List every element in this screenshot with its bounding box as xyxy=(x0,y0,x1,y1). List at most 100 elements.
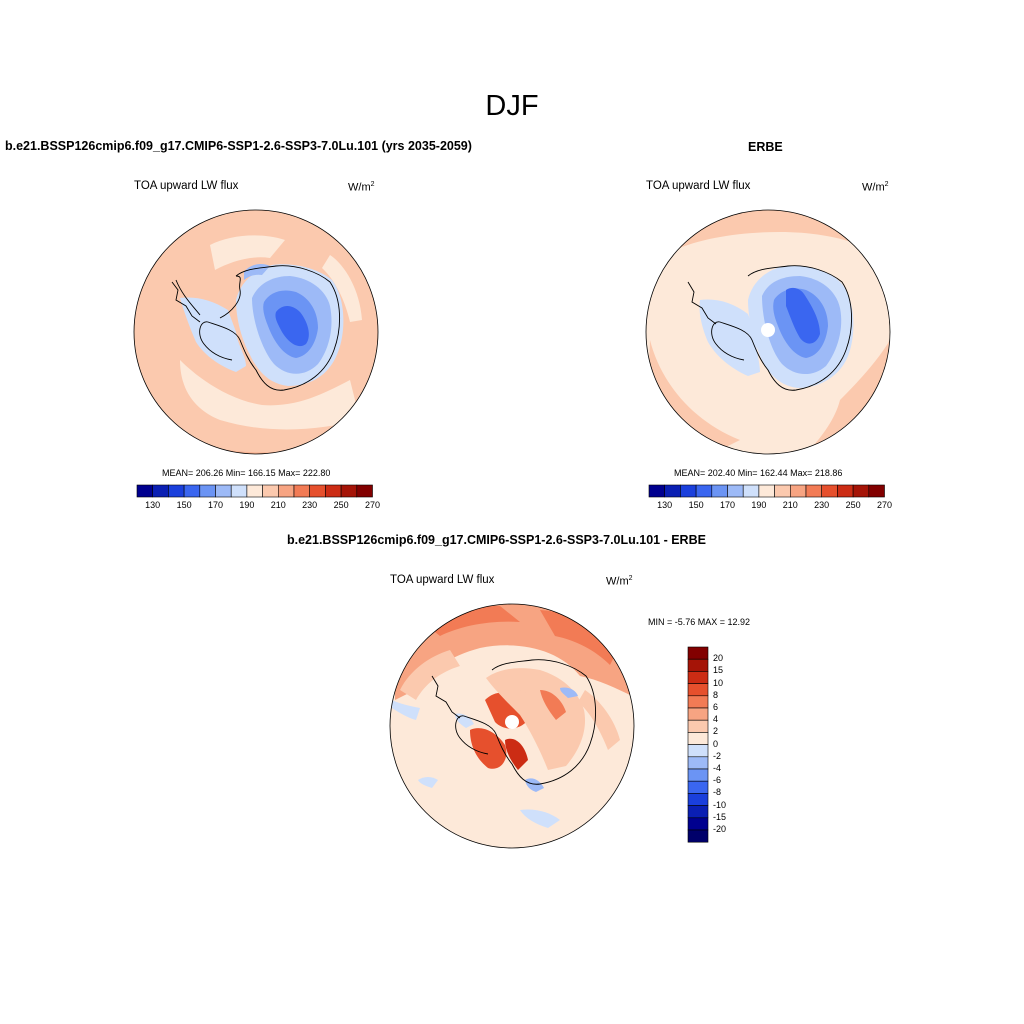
diff-colorbar-box xyxy=(687,805,709,819)
diff-colorbar-tick-label: -8 xyxy=(713,787,722,798)
obs-colorbar-box xyxy=(727,484,744,498)
diff-colorbar-tick-label: -6 xyxy=(713,775,722,786)
model-colorbar-tick-label: 130 xyxy=(145,500,161,510)
diff-colorbar-box xyxy=(687,732,709,745)
diff-colorbar-box xyxy=(687,719,709,733)
obs-colorbar-box xyxy=(789,484,807,498)
diff-colorbar xyxy=(687,646,709,843)
diff-colorbar-tick-label: -4 xyxy=(713,763,722,773)
obs-map-border xyxy=(645,209,891,455)
diff-colorbar-tick-label: -10 xyxy=(713,799,727,810)
obs-colorbar-box xyxy=(821,484,838,498)
model-colorbar-tick-label: 190 xyxy=(239,500,255,510)
obs-colorbar-box xyxy=(711,484,728,498)
model-colorbar xyxy=(136,484,373,498)
model-colorbar-box xyxy=(262,484,279,498)
obs-colorbar-tick-label: 170 xyxy=(719,500,736,510)
obs-case-title: ERBE xyxy=(748,140,783,154)
model-stats: MEAN= 206.26 Min= 166.15 Max= 222.80 xyxy=(162,468,331,478)
obs-colorbar-tick-label: 230 xyxy=(814,500,830,510)
model-colorbar-tick-label: 230 xyxy=(302,500,318,510)
obs-colorbar-box xyxy=(648,484,665,498)
obs-colorbar-tick-label: 210 xyxy=(782,500,798,510)
model-colorbar-box xyxy=(215,484,232,498)
model-colorbar-tick-label: 250 xyxy=(333,500,349,510)
model-polar-map xyxy=(134,210,378,454)
model-colorbar-box xyxy=(136,484,153,498)
model-colorbar-box xyxy=(356,484,373,498)
diff-colorbar-tick-label: 4 xyxy=(713,714,719,725)
diff-colorbar-box xyxy=(687,671,709,684)
diff-colorbar-tick-label: 10 xyxy=(713,677,724,688)
diff-colorbar-tick-label: 0 xyxy=(713,738,719,749)
diff-variable-label: TOA upward LW flux xyxy=(390,574,495,586)
model-colorbar-box xyxy=(230,484,248,498)
diff-colorbar-tick-label: 2 xyxy=(713,726,719,737)
model-colorbar-box xyxy=(168,484,185,498)
obs-colorbar-box xyxy=(774,484,791,498)
diff-colorbar-box xyxy=(687,817,709,831)
model-case-title: b.e21.BSSP126cmip6.f09_g17.CMIP6-SSP1-2.… xyxy=(5,139,472,153)
obs-colorbar-box xyxy=(742,484,760,498)
diff-colorbar-box xyxy=(687,695,709,709)
obs-colorbar-box xyxy=(805,484,822,498)
diff-colorbar-box xyxy=(687,780,709,794)
diff-colorbar-box xyxy=(687,683,709,697)
obs-colorbar-box xyxy=(664,484,681,498)
obs-colorbar-box xyxy=(852,484,870,498)
diff-colorbar-tick-label: 20 xyxy=(713,653,724,664)
model-colorbar-tick-label: 150 xyxy=(176,500,192,510)
diff-colorbar-box xyxy=(687,768,709,782)
obs-colorbar-box xyxy=(837,484,854,498)
obs-units-label: W/m2 xyxy=(862,181,889,194)
model-colorbar-box xyxy=(152,484,169,498)
model-colorbar-box xyxy=(293,484,310,498)
obs-colorbar xyxy=(648,484,885,498)
obs-colorbar-box xyxy=(868,484,885,498)
diff-colorbar-box xyxy=(687,744,709,758)
model-colorbar-box xyxy=(325,484,342,498)
diff-colorbar-box xyxy=(687,646,709,660)
model-colorbar-box xyxy=(309,484,326,498)
obs-colorbar-tick-label: 130 xyxy=(657,500,673,510)
model-colorbar-tick-label: 210 xyxy=(270,500,286,510)
obs-colorbar-box xyxy=(695,484,713,498)
obs-colorbar-tick-label: 250 xyxy=(845,500,861,510)
diff-colorbar-box xyxy=(687,756,709,770)
model-variable-label: TOA upward LW flux xyxy=(134,180,239,192)
diff-colorbar-box xyxy=(687,707,709,721)
model-colorbar-tick-label: 170 xyxy=(207,500,224,510)
diff-colorbar-box xyxy=(687,829,709,843)
diff-colorbar-tick-label: 6 xyxy=(713,702,719,712)
obs-colorbar-tick-label: 270 xyxy=(876,500,893,510)
obs-colorbar-tick-label: 150 xyxy=(688,500,704,510)
model-colorbar-box xyxy=(199,484,216,498)
diff-colorbar-tick-label: 8 xyxy=(713,689,719,700)
diff-colorbar-tick-label: -20 xyxy=(713,824,727,834)
model-colorbar-box xyxy=(340,484,358,498)
obs-colorbar-box xyxy=(680,484,697,498)
diff-colorbar-tick-label: 15 xyxy=(713,665,724,676)
model-units-label: W/m2 xyxy=(348,181,375,194)
diff-colorbar-box xyxy=(687,658,709,672)
diff-polar-map xyxy=(390,604,634,848)
diff-colorbar-tick-label: -15 xyxy=(713,811,727,822)
diff-colorbar-tick-label: -2 xyxy=(713,750,722,761)
obs-variable-label: TOA upward LW flux xyxy=(646,180,751,192)
model-colorbar-box xyxy=(277,484,295,498)
obs-stats: MEAN= 202.40 Min= 162.44 Max= 218.86 xyxy=(674,468,843,478)
model-colorbar-box xyxy=(183,484,201,498)
diff-minmax: MIN = -5.76 MAX = 12.92 xyxy=(648,617,751,627)
diff-map-border xyxy=(389,603,635,849)
obs-colorbar-box xyxy=(758,484,775,498)
page-title: DJF xyxy=(485,90,539,122)
diff-case-title: b.e21.BSSP126cmip6.f09_g17.CMIP6-SSP1-2.… xyxy=(287,533,706,547)
diff-colorbar-box xyxy=(687,793,709,806)
model-map-border xyxy=(133,209,379,455)
obs-colorbar-tick-label: 190 xyxy=(751,500,767,510)
diff-units-label: W/m2 xyxy=(606,575,633,588)
obs-polar-map xyxy=(646,210,890,454)
model-colorbar-tick-label: 270 xyxy=(364,500,381,510)
model-colorbar-box xyxy=(246,484,263,498)
